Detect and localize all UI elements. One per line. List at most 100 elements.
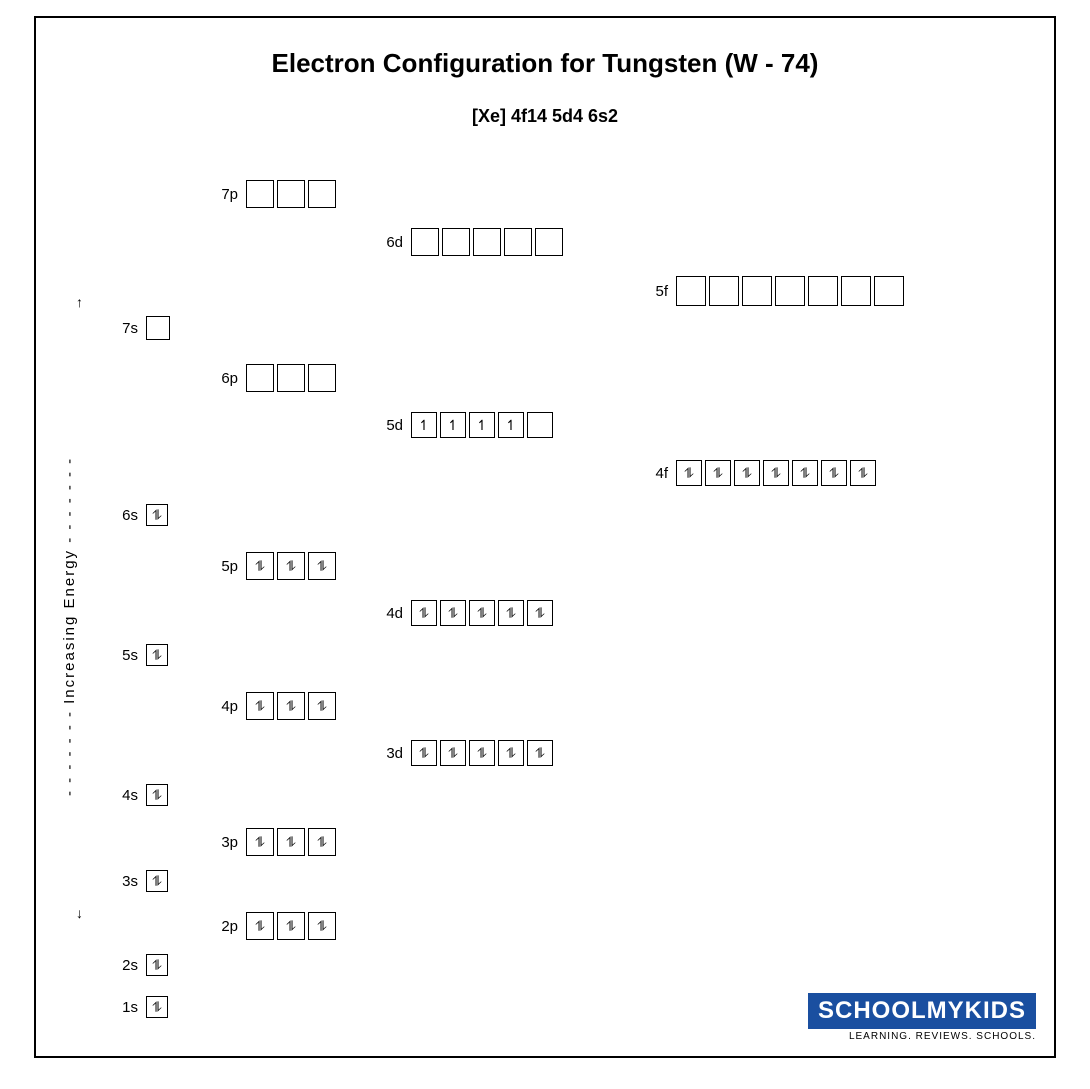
brand-block: SCHOOLMYKIDS LEARNING. REVIEWS. SCHOOLS. — [808, 993, 1036, 1042]
orbital-row-6d: 6d — [381, 228, 563, 256]
orbital-row-7s: 7s — [116, 316, 170, 340]
orbital-box — [146, 316, 170, 340]
orbital-box: ↿ — [440, 412, 466, 438]
orbital-boxes: ⥮ — [146, 954, 168, 976]
orbital-box — [742, 276, 772, 306]
orbital-box: ⥮ — [792, 460, 818, 486]
orbital-box: ⥮ — [246, 828, 274, 856]
orbital-box: ⥮ — [246, 912, 274, 940]
orbital-box: ⥮ — [146, 954, 168, 976]
orbital-box: ⥮ — [498, 600, 524, 626]
orbital-label: 4f — [646, 465, 668, 482]
orbital-row-7p: 7p — [216, 180, 336, 208]
orbital-box — [308, 364, 336, 392]
orbital-box — [442, 228, 470, 256]
orbital-box: ⥮ — [146, 504, 168, 526]
orbital-label: 2s — [116, 957, 138, 974]
orbital-box: ⥮ — [527, 600, 553, 626]
orbital-box — [246, 364, 274, 392]
orbital-box: ⥮ — [308, 692, 336, 720]
orbital-box: ⥮ — [411, 740, 437, 766]
orbital-box: ⥮ — [705, 460, 731, 486]
orbital-box: ⥮ — [277, 552, 305, 580]
orbital-box: ⥮ — [246, 552, 274, 580]
orbital-label: 5s — [116, 647, 138, 664]
orbital-boxes — [146, 316, 170, 340]
orbital-box: ↿ — [411, 412, 437, 438]
orbital-label: 5d — [381, 417, 403, 434]
orbital-label: 1s — [116, 999, 138, 1016]
orbital-box: ⥮ — [308, 828, 336, 856]
orbital-box: ↿ — [498, 412, 524, 438]
orbital-row-4p: 4p⥮⥮⥮ — [216, 692, 336, 720]
orbital-box — [535, 228, 563, 256]
orbital-label: 5f — [646, 283, 668, 300]
orbital-box: ⥮ — [277, 912, 305, 940]
orbital-box: ⥮ — [469, 600, 495, 626]
orbital-box: ⥮ — [308, 552, 336, 580]
orbital-label: 3p — [216, 834, 238, 851]
orbital-row-5p: 5p⥮⥮⥮ — [216, 552, 336, 580]
orbital-box — [775, 276, 805, 306]
orbital-row-2s: 2s ⥮ — [116, 954, 168, 976]
orbital-box — [277, 180, 305, 208]
orbital-box — [277, 364, 305, 392]
orbital-box: ↿ — [469, 412, 495, 438]
orbital-boxes: ⥮⥮⥮ — [246, 692, 336, 720]
orbital-box: ⥮ — [440, 740, 466, 766]
orbital-box: ⥮ — [498, 740, 524, 766]
orbital-box: ⥮ — [850, 460, 876, 486]
orbital-row-4s: 4s ⥮ — [116, 784, 168, 806]
orbital-boxes: ⥮⥮⥮ — [246, 912, 336, 940]
orbital-box — [473, 228, 501, 256]
orbital-box: ⥮ — [146, 784, 168, 806]
orbital-box: ⥮ — [469, 740, 495, 766]
orbital-box: ⥮ — [527, 740, 553, 766]
brand-logo: SCHOOLMYKIDS — [808, 993, 1036, 1029]
orbital-row-1s: 1s ⥮ — [116, 996, 168, 1018]
orbital-row-3s: 3s⥮ — [116, 870, 168, 892]
orbital-boxes: ⥮⥮⥮⥮⥮ — [411, 740, 553, 766]
orbital-boxes — [246, 364, 336, 392]
orbital-box: ⥮ — [440, 600, 466, 626]
orbital-box — [709, 276, 739, 306]
orbital-label: 7s — [116, 320, 138, 337]
orbital-box: ⥮ — [734, 460, 760, 486]
orbital-boxes: ⥮⥮⥮⥮⥮ — [411, 600, 553, 626]
orbital-box — [504, 228, 532, 256]
diagram-frame: Electron Configuration for Tungsten (W -… — [34, 16, 1056, 1058]
orbital-row-6p: 6p — [216, 364, 336, 392]
orbital-box — [246, 180, 274, 208]
orbital-box: ⥮ — [308, 912, 336, 940]
orbital-boxes — [411, 228, 563, 256]
orbital-label: 3d — [381, 745, 403, 762]
orbital-row-4f: 4f⥮⥮⥮⥮⥮⥮⥮ — [646, 460, 876, 486]
orbital-label: 6s — [116, 507, 138, 524]
orbital-box: ⥮ — [277, 828, 305, 856]
orbital-boxes: ⥮ — [146, 644, 168, 666]
orbital-label: 4s — [116, 787, 138, 804]
orbital-row-3p: 3p⥮⥮⥮ — [216, 828, 336, 856]
orbital-label: 6d — [381, 234, 403, 251]
orbital-boxes: ⥮ — [146, 996, 168, 1018]
orbital-boxes: ⥮⥮⥮ — [246, 828, 336, 856]
brand-tagline: LEARNING. REVIEWS. SCHOOLS. — [808, 1031, 1036, 1042]
orbital-label: 5p — [216, 558, 238, 575]
orbital-row-6s: 6s ⥮ — [116, 504, 168, 526]
orbital-boxes: ⥮ — [146, 504, 168, 526]
orbital-row-4d: 4d⥮⥮⥮⥮⥮ — [381, 600, 553, 626]
orbital-label: 7p — [216, 186, 238, 203]
orbital-box: ⥮ — [146, 996, 168, 1018]
orbital-label: 6p — [216, 370, 238, 387]
orbital-boxes — [246, 180, 336, 208]
orbital-boxes: ⥮ — [146, 870, 168, 892]
orbital-box: ⥮ — [411, 600, 437, 626]
orbital-box — [308, 180, 336, 208]
orbital-box: ⥮ — [246, 692, 274, 720]
orbital-box — [841, 276, 871, 306]
orbital-box: ⥮ — [146, 644, 168, 666]
orbital-row-5f: 5f — [646, 276, 904, 306]
orbital-box: ⥮ — [676, 460, 702, 486]
orbital-boxes: ⥮⥮⥮ — [246, 552, 336, 580]
orbital-box — [527, 412, 553, 438]
